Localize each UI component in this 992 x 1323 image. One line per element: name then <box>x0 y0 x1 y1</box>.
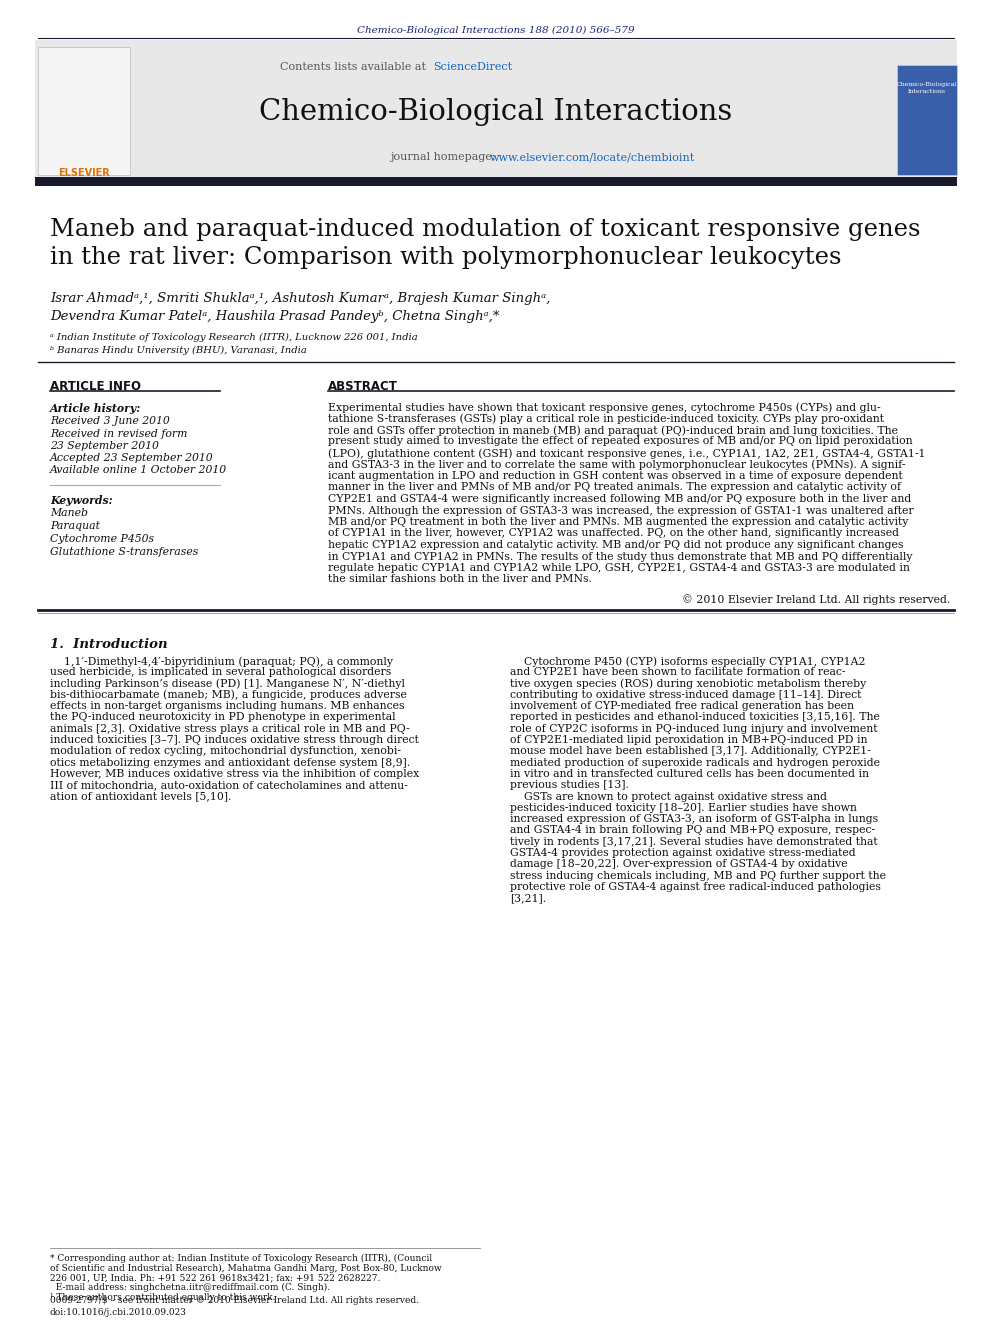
Text: III of mitochondria, auto-oxidation of catecholamines and attenu-: III of mitochondria, auto-oxidation of c… <box>50 781 408 790</box>
Text: www.elsevier.com/locate/chembioint: www.elsevier.com/locate/chembioint <box>490 152 695 161</box>
Text: PMNs. Although the expression of GSTA3-3 was increased, the expression of GSTA1-: PMNs. Although the expression of GSTA3-3… <box>328 505 914 516</box>
Text: role of CYP2C isoforms in PQ-induced lung injury and involvement: role of CYP2C isoforms in PQ-induced lun… <box>510 724 878 734</box>
Text: 1,1′-Dimethyl-4,4′-bipyridinium (paraquat; PQ), a commonly: 1,1′-Dimethyl-4,4′-bipyridinium (paraqua… <box>50 656 393 667</box>
Text: used herbicide, is implicated in several pathological disorders: used herbicide, is implicated in several… <box>50 667 391 677</box>
Text: and GSTA3-3 in the liver and to correlate the same with polymorphonuclear leukoc: and GSTA3-3 in the liver and to correlat… <box>328 459 906 470</box>
Text: of CYP2E1-mediated lipid peroxidation in MB+PQ-induced PD in: of CYP2E1-mediated lipid peroxidation in… <box>510 736 867 745</box>
Text: Chemico-Biological Interactions: Chemico-Biological Interactions <box>259 98 733 126</box>
Text: GSTs are known to protect against oxidative stress and: GSTs are known to protect against oxidat… <box>510 791 827 802</box>
Text: ARTICLE INFO: ARTICLE INFO <box>50 380 141 393</box>
Text: damage [18–20,22]. Over-expression of GSTA4-4 by oxidative: damage [18–20,22]. Over-expression of GS… <box>510 860 847 869</box>
Text: ᵃ Indian Institute of Toxicology Research (IITR), Lucknow 226 001, India: ᵃ Indian Institute of Toxicology Researc… <box>50 333 418 343</box>
Text: protective role of GSTA4-4 against free radical-induced pathologies: protective role of GSTA4-4 against free … <box>510 882 881 892</box>
Text: reported in pesticides and ethanol-induced toxicities [3,15,16]. The: reported in pesticides and ethanol-induc… <box>510 713 880 722</box>
Text: pesticides-induced toxicity [18–20]. Earlier studies have shown: pesticides-induced toxicity [18–20]. Ear… <box>510 803 857 812</box>
Text: Cytochrome P450 (CYP) isoforms especially CYP1A1, CYP1A2: Cytochrome P450 (CYP) isoforms especiall… <box>510 656 865 667</box>
Text: ation of antioxidant levels [5,10].: ation of antioxidant levels [5,10]. <box>50 791 231 802</box>
Text: tive oxygen species (ROS) during xenobiotic metabolism thereby: tive oxygen species (ROS) during xenobio… <box>510 679 866 689</box>
Text: the similar fashions both in the liver and PMNs.: the similar fashions both in the liver a… <box>328 574 592 585</box>
Text: otics metabolizing enzymes and antioxidant defense system [8,9].: otics metabolizing enzymes and antioxida… <box>50 758 410 767</box>
Text: tively in rodents [3,17,21]. Several studies have demonstrated that: tively in rodents [3,17,21]. Several stu… <box>510 837 878 847</box>
Text: stress inducing chemicals including, MB and PQ further support the: stress inducing chemicals including, MB … <box>510 871 886 881</box>
Text: ScienceDirect: ScienceDirect <box>433 62 512 71</box>
Bar <box>38 48 130 175</box>
Text: © 2010 Elsevier Ireland Ltd. All rights reserved.: © 2010 Elsevier Ireland Ltd. All rights … <box>682 594 950 605</box>
Text: regulate hepatic CYP1A1 and CYP1A2 while LPO, GSH, CYP2E1, GSTA4-4 and GSTA3-3 a: regulate hepatic CYP1A1 and CYP1A2 while… <box>328 564 910 573</box>
Text: role and GSTs offer protection in maneb (MB) and paraquat (PQ)-induced brain and: role and GSTs offer protection in maneb … <box>328 425 898 435</box>
Text: previous studies [13].: previous studies [13]. <box>510 781 629 790</box>
Text: tathione S-transferases (GSTs) play a critical role in pesticide-induced toxicit: tathione S-transferases (GSTs) play a cr… <box>328 414 884 425</box>
Text: hepatic CYP1A2 expression and catalytic activity. MB and/or PQ did not produce a: hepatic CYP1A2 expression and catalytic … <box>328 540 904 550</box>
Text: Experimental studies have shown that toxicant responsive genes, cytochrome P450s: Experimental studies have shown that tox… <box>328 402 881 413</box>
Text: ¹ These authors contributed equally to this work.: ¹ These authors contributed equally to t… <box>50 1293 276 1302</box>
Text: Cytochrome P450s: Cytochrome P450s <box>50 534 154 544</box>
Text: 1.  Introduction: 1. Introduction <box>50 638 168 651</box>
Text: mouse model have been established [3,17]. Additionally, CYP2E1-: mouse model have been established [3,17]… <box>510 746 871 757</box>
Text: Accepted 23 September 2010: Accepted 23 September 2010 <box>50 452 213 463</box>
Text: Chemico-Biological
Interactions: Chemico-Biological Interactions <box>897 82 957 94</box>
Text: Keywords:: Keywords: <box>50 495 113 505</box>
Text: Chemico-Biological Interactions 188 (2010) 566–579: Chemico-Biological Interactions 188 (201… <box>357 26 635 36</box>
Text: manner in the liver and PMNs of MB and/or PQ treated animals. The expression and: manner in the liver and PMNs of MB and/o… <box>328 483 901 492</box>
Text: Glutathione S-transferases: Glutathione S-transferases <box>50 546 198 557</box>
Text: involvement of CYP-mediated free radical generation has been: involvement of CYP-mediated free radical… <box>510 701 854 712</box>
Bar <box>35 177 957 187</box>
Text: GSTA4-4 provides protection against oxidative stress-mediated: GSTA4-4 provides protection against oxid… <box>510 848 856 859</box>
Text: Maneb: Maneb <box>50 508 88 519</box>
Text: of Scientific and Industrial Research), Mahatma Gandhi Marg, Post Box-80, Luckno: of Scientific and Industrial Research), … <box>50 1263 441 1273</box>
Text: * Corresponding author at: Indian Institute of Toxicology Research (IITR), (Coun: * Corresponding author at: Indian Instit… <box>50 1254 433 1263</box>
Text: 0009-2797/$ – see front matter © 2010 Elsevier Ireland Ltd. All rights reserved.: 0009-2797/$ – see front matter © 2010 El… <box>50 1297 419 1304</box>
Text: doi:10.1016/j.cbi.2010.09.023: doi:10.1016/j.cbi.2010.09.023 <box>50 1308 186 1316</box>
Text: MB and/or PQ treatment in both the liver and PMNs. MB augmented the expression a: MB and/or PQ treatment in both the liver… <box>328 517 909 527</box>
Text: icant augmentation in LPO and reduction in GSH content was observed in a time of: icant augmentation in LPO and reduction … <box>328 471 903 482</box>
Text: Received 3 June 2010: Received 3 June 2010 <box>50 415 170 426</box>
Text: effects in non-target organisms including humans. MB enhances: effects in non-target organisms includin… <box>50 701 405 712</box>
Text: and CYP2E1 have been shown to facilitate formation of reac-: and CYP2E1 have been shown to facilitate… <box>510 667 845 677</box>
Text: mediated production of superoxide radicals and hydrogen peroxide: mediated production of superoxide radica… <box>510 758 880 767</box>
Text: and GSTA4-4 in brain following PQ and MB+PQ exposure, respec-: and GSTA4-4 in brain following PQ and MB… <box>510 826 875 836</box>
Text: Israr Ahmadᵃ,¹, Smriti Shuklaᵃ,¹, Ashutosh Kumarᵃ, Brajesh Kumar Singhᵃ,: Israr Ahmadᵃ,¹, Smriti Shuklaᵃ,¹, Ashuto… <box>50 292 551 306</box>
Text: journal homepage:: journal homepage: <box>390 152 499 161</box>
Text: Maneb and paraquat-induced modulation of toxicant responsive genes
in the rat li: Maneb and paraquat-induced modulation of… <box>50 218 921 270</box>
Text: However, MB induces oxidative stress via the inhibition of complex: However, MB induces oxidative stress via… <box>50 769 420 779</box>
Text: modulation of redox cycling, mitochondrial dysfunction, xenobi-: modulation of redox cycling, mitochondri… <box>50 746 401 757</box>
Text: animals [2,3]. Oxidative stress plays a critical role in MB and PQ-: animals [2,3]. Oxidative stress plays a … <box>50 724 410 734</box>
Text: (LPO), glutathione content (GSH) and toxicant responsive genes, i.e., CYP1A1, 1A: (LPO), glutathione content (GSH) and tox… <box>328 448 926 459</box>
Text: induced toxicities [3–7]. PQ induces oxidative stress through direct: induced toxicities [3–7]. PQ induces oxi… <box>50 736 419 745</box>
Text: [3,21].: [3,21]. <box>510 893 547 904</box>
Text: bis-dithiocarbamate (maneb; MB), a fungicide, produces adverse: bis-dithiocarbamate (maneb; MB), a fungi… <box>50 689 407 700</box>
Text: of CYP1A1 in the liver, however, CYP1A2 was unaffected. PQ, on the other hand, s: of CYP1A1 in the liver, however, CYP1A2 … <box>328 528 899 538</box>
Text: 23 September 2010: 23 September 2010 <box>50 441 159 451</box>
Text: the PQ-induced neurotoxicity in PD phenotype in experimental: the PQ-induced neurotoxicity in PD pheno… <box>50 713 396 722</box>
Text: Contents lists available at: Contents lists available at <box>281 62 430 71</box>
Text: Paraquat: Paraquat <box>50 521 100 531</box>
Text: ELSEVIER: ELSEVIER <box>59 168 110 179</box>
Text: present study aimed to investigate the effect of repeated exposures of MB and/or: present study aimed to investigate the e… <box>328 437 913 446</box>
Text: Available online 1 October 2010: Available online 1 October 2010 <box>50 464 227 475</box>
Text: in vitro and in transfected cultured cells has been documented in: in vitro and in transfected cultured cel… <box>510 769 869 779</box>
Bar <box>35 40 957 179</box>
Text: including Parkinson’s disease (PD) [1]. Manganese N′, N′-diethyl: including Parkinson’s disease (PD) [1]. … <box>50 679 405 689</box>
Text: Devendra Kumar Patelᵃ, Haushila Prasad Pandeyᵇ, Chetna Singhᵃ,*: Devendra Kumar Patelᵃ, Haushila Prasad P… <box>50 310 500 323</box>
Text: CYP2E1 and GSTA4-4 were significantly increased following MB and/or PQ exposure : CYP2E1 and GSTA4-4 were significantly in… <box>328 493 912 504</box>
Text: contributing to oxidative stress-induced damage [11–14]. Direct: contributing to oxidative stress-induced… <box>510 689 861 700</box>
Text: Received in revised form: Received in revised form <box>50 429 187 439</box>
Text: ᵇ Banaras Hindu University (BHU), Varanasi, India: ᵇ Banaras Hindu University (BHU), Varana… <box>50 347 307 355</box>
Text: Article history:: Article history: <box>50 404 141 414</box>
Text: in CYP1A1 and CYP1A2 in PMNs. The results of the study thus demonstrate that MB : in CYP1A1 and CYP1A2 in PMNs. The result… <box>328 552 913 561</box>
Text: increased expression of GSTA3-3, an isoform of GST-alpha in lungs: increased expression of GSTA3-3, an isof… <box>510 814 878 824</box>
Bar <box>897 65 957 175</box>
Text: 226 001, UP, India. Ph: +91 522 261 9618x3421; fax: +91 522 2628227.: 226 001, UP, India. Ph: +91 522 261 9618… <box>50 1273 380 1282</box>
Text: E-mail address: singhchetna.iitr@rediffmail.com (C. Singh).: E-mail address: singhchetna.iitr@rediffm… <box>50 1282 330 1291</box>
Text: ABSTRACT: ABSTRACT <box>328 380 398 393</box>
